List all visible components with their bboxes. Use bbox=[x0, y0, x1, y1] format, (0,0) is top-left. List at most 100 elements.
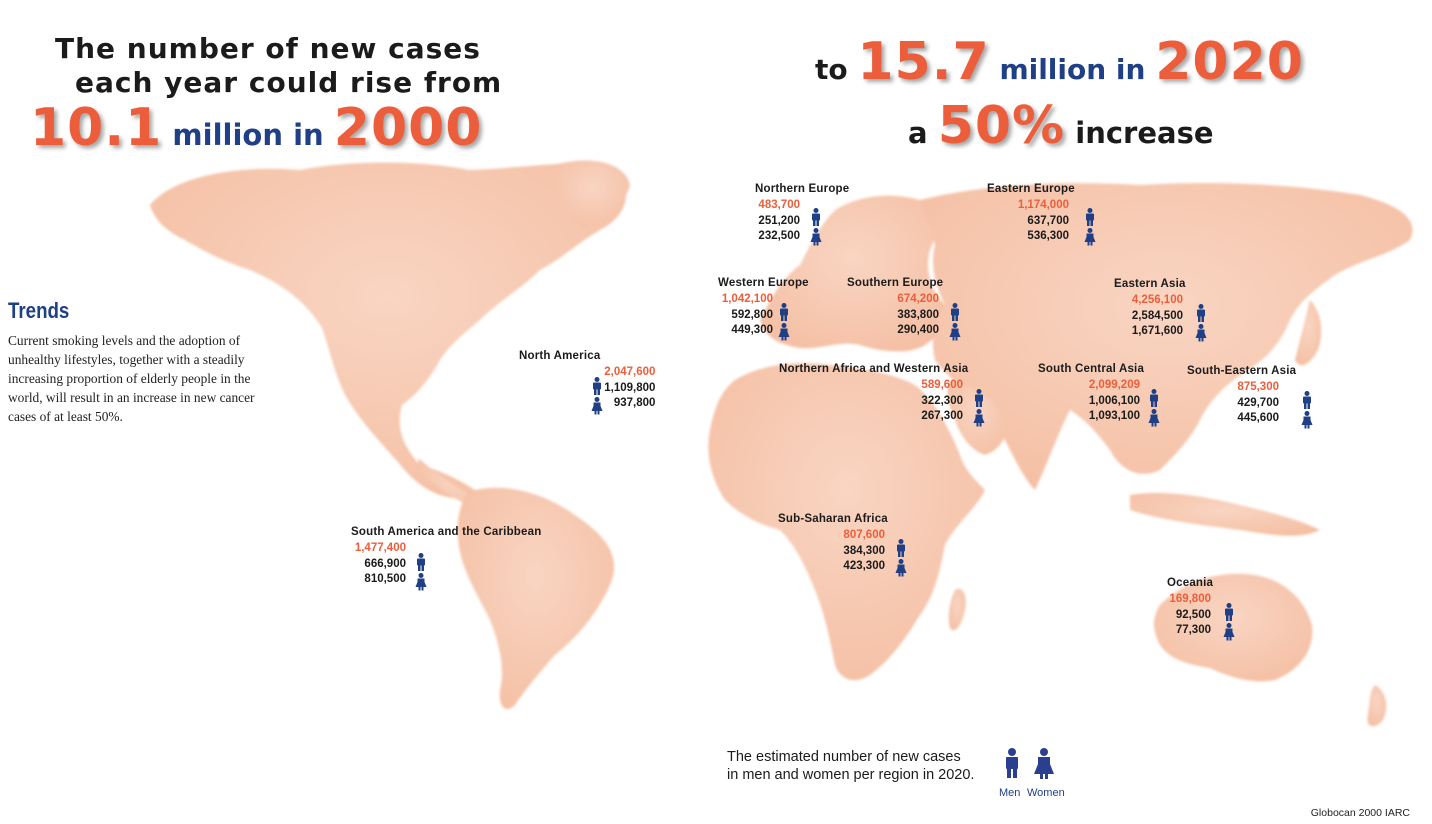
region-northern-africa-western-asia: Northern Africa and Western Asia 589,600… bbox=[779, 362, 985, 427]
gender-icons bbox=[1301, 391, 1313, 429]
man-icon bbox=[812, 208, 820, 226]
gender-icons bbox=[415, 553, 427, 591]
region-name: South Central Asia bbox=[1038, 363, 1145, 375]
asia-shape bbox=[920, 183, 1413, 490]
percent-increase: 50% bbox=[937, 96, 1066, 156]
region-name: Sub-Saharan Africa bbox=[778, 513, 888, 525]
man-icon bbox=[975, 389, 983, 407]
region-women: 77,300 bbox=[1175, 624, 1211, 636]
region-men: 384,300 bbox=[843, 544, 885, 557]
man-icon bbox=[1225, 603, 1233, 621]
legend-line-1: The estimated number of new cases bbox=[727, 749, 961, 765]
woman-icon bbox=[1301, 411, 1313, 429]
region-women: 810,500 bbox=[364, 573, 406, 585]
to-label: to bbox=[815, 53, 848, 86]
source-credit: Globocan 2000 IARC bbox=[1310, 807, 1410, 819]
region-total: 589,600 bbox=[921, 379, 963, 391]
woman-icon bbox=[1195, 324, 1207, 342]
gender-icons bbox=[1195, 304, 1207, 342]
australia-shape bbox=[1154, 573, 1313, 682]
gender-icons bbox=[973, 389, 985, 427]
man-icon bbox=[1197, 304, 1205, 322]
region-name: North America bbox=[519, 350, 601, 362]
a-label: a bbox=[908, 116, 928, 150]
region-women: 536,300 bbox=[1027, 230, 1069, 242]
gender-icons bbox=[810, 208, 822, 246]
region-name: Eastern Asia bbox=[1114, 278, 1186, 290]
region-north-america: North America 2,047,600 1,109,800 937,80… bbox=[519, 349, 655, 415]
region-total: 483,700 bbox=[758, 199, 800, 211]
japan-shape bbox=[1295, 300, 1322, 366]
region-southern-europe: Southern Europe 674,200 383,800 290,400 bbox=[847, 276, 961, 341]
region-name: Western Europe bbox=[718, 277, 809, 289]
africa-shape bbox=[708, 363, 985, 681]
region-total: 2,099,209 bbox=[1088, 379, 1140, 391]
million-in-label-b: million in bbox=[999, 53, 1146, 86]
region-women: 423,300 bbox=[843, 560, 885, 572]
region-men: 251,200 bbox=[758, 214, 800, 227]
legend-text: The estimated number of new cases in men… bbox=[727, 748, 974, 784]
gender-icons bbox=[778, 303, 790, 341]
region-total: 674,200 bbox=[897, 293, 939, 305]
region-men: 383,800 bbox=[897, 308, 939, 321]
region-men: 1,109,800 bbox=[604, 381, 656, 394]
woman-icon bbox=[1223, 623, 1235, 641]
greenland-shape bbox=[554, 160, 630, 228]
woman-icon bbox=[949, 323, 961, 341]
legend-line-2: in men and women per region in 2020. bbox=[727, 767, 975, 783]
region-eastern-asia: Eastern Asia 4,256,100 2,584,500 1,671,6… bbox=[1114, 277, 1207, 342]
region-women: 449,300 bbox=[731, 324, 773, 336]
man-icon bbox=[417, 553, 425, 571]
region-total: 807,600 bbox=[843, 529, 885, 541]
region-south-central-asia: South Central Asia 2,099,209 1,006,100 1… bbox=[1038, 362, 1160, 427]
madagascar-shape bbox=[948, 588, 966, 631]
man-icon bbox=[593, 377, 601, 395]
headline-increase: a 50% increase bbox=[908, 96, 1214, 156]
man-icon bbox=[1086, 208, 1094, 226]
legend-women-label: Women bbox=[1027, 787, 1065, 799]
gender-icons bbox=[1148, 389, 1160, 427]
region-women: 1,671,600 bbox=[1131, 325, 1183, 337]
gender-icons bbox=[949, 303, 961, 341]
headline-line-1: The number of new cases bbox=[55, 32, 481, 65]
man-icon bbox=[780, 303, 788, 321]
headline-2020: to 15.7 million in 2020 bbox=[815, 32, 1304, 92]
region-name: Northern Europe bbox=[755, 183, 850, 195]
man-icon bbox=[1150, 389, 1158, 407]
region-men: 637,700 bbox=[1027, 214, 1069, 227]
region-oceania: Oceania 169,800 92,500 77,300 bbox=[1167, 576, 1235, 641]
region-total: 1,174,000 bbox=[1017, 199, 1069, 211]
region-name: Southern Europe bbox=[847, 277, 944, 289]
year-2020: 2020 bbox=[1155, 32, 1304, 92]
trends-title: Trends bbox=[8, 298, 70, 323]
region-women: 445,600 bbox=[1237, 412, 1279, 424]
million-in-label-a: million in bbox=[172, 118, 324, 152]
region-name: Eastern Europe bbox=[987, 183, 1075, 195]
region-south-america: South America and the Caribbean 1,477,40… bbox=[351, 525, 541, 591]
value-2000: 10.1 bbox=[30, 98, 163, 158]
region-total: 4,256,100 bbox=[1131, 294, 1183, 306]
region-men: 592,800 bbox=[731, 308, 773, 321]
region-sub-saharan-africa: Sub-Saharan Africa 807,600 384,300 423,3… bbox=[778, 512, 907, 577]
region-total: 875,300 bbox=[1237, 381, 1279, 393]
year-2000: 2000 bbox=[333, 98, 483, 158]
region-total: 1,477,400 bbox=[354, 542, 406, 554]
gender-icons bbox=[1084, 208, 1096, 246]
woman-icon bbox=[778, 323, 790, 341]
man-icon bbox=[897, 539, 905, 557]
region-name: South-Eastern Asia bbox=[1187, 365, 1297, 377]
region-total: 169,800 bbox=[1169, 593, 1211, 605]
region-women: 937,800 bbox=[613, 397, 656, 409]
woman-icon bbox=[591, 397, 603, 415]
indonesia-shape bbox=[1130, 493, 1320, 536]
woman-icon bbox=[1034, 748, 1054, 779]
woman-icon bbox=[415, 573, 427, 591]
region-women: 1,093,100 bbox=[1088, 410, 1140, 422]
region-south-eastern-asia: South-Eastern Asia 875,300 429,700 445,6… bbox=[1187, 364, 1313, 429]
europe-shape bbox=[760, 195, 947, 352]
region-name: Northern Africa and Western Asia bbox=[779, 363, 969, 375]
man-icon bbox=[1303, 391, 1311, 409]
region-name: Oceania bbox=[1167, 577, 1214, 589]
region-men: 322,300 bbox=[921, 394, 963, 407]
north-america-shape bbox=[150, 162, 627, 499]
